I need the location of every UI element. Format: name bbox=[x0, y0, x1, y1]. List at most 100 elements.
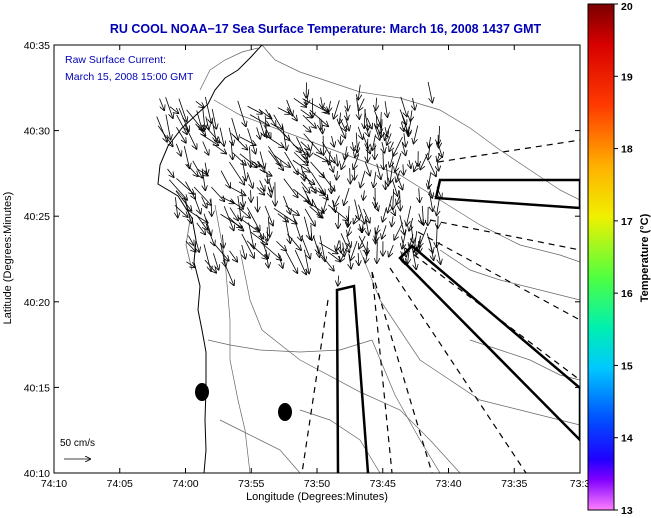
current-arrow bbox=[327, 251, 340, 261]
current-arrow bbox=[156, 116, 167, 142]
current-arrow bbox=[351, 240, 358, 260]
current-arrow bbox=[167, 168, 174, 177]
current-arrow bbox=[282, 132, 301, 153]
current-arrow bbox=[373, 196, 378, 210]
current-arrow bbox=[246, 240, 267, 259]
current-arrow bbox=[304, 199, 324, 213]
x-axis: 74:10 74:05 74:00 73:55 73:50 73:45 73:40 73:35… bbox=[41, 45, 591, 490]
current-arrow bbox=[334, 100, 340, 118]
current-arrow bbox=[340, 233, 349, 252]
current-arrow bbox=[358, 204, 365, 224]
current-arrow bbox=[359, 235, 366, 248]
current-arrow bbox=[277, 213, 288, 222]
current-arrow bbox=[338, 124, 345, 138]
current-arrow bbox=[241, 188, 243, 207]
current-arrow bbox=[354, 215, 358, 224]
current-arrow bbox=[409, 160, 411, 168]
x-tick-label: 73:45 bbox=[370, 478, 396, 490]
current-arrow bbox=[203, 106, 205, 129]
current-arrow bbox=[193, 186, 211, 205]
current-arrow bbox=[393, 189, 394, 209]
current-arrow bbox=[249, 146, 250, 166]
current-arrow bbox=[273, 208, 297, 223]
current-arrow bbox=[309, 109, 328, 126]
current-arrow bbox=[318, 245, 320, 257]
current-arrow bbox=[284, 215, 290, 243]
current-arrow bbox=[206, 116, 209, 130]
current-arrow bbox=[376, 115, 377, 128]
current-arrow bbox=[277, 252, 283, 268]
current-arrow bbox=[273, 154, 290, 167]
current-arrow bbox=[362, 223, 364, 232]
current-arrow bbox=[157, 125, 173, 146]
current-arrow bbox=[323, 195, 329, 212]
colorbar-tick-label: 18 bbox=[621, 144, 633, 156]
colorbar-tick-label: 17 bbox=[621, 216, 633, 228]
current-arrow bbox=[329, 160, 333, 172]
current-arrow bbox=[282, 125, 287, 150]
current-arrow bbox=[410, 110, 412, 121]
current-arrow bbox=[327, 204, 348, 221]
current-arrow bbox=[313, 153, 328, 162]
current-arrow bbox=[366, 117, 372, 128]
x-tick-label: 73:35 bbox=[501, 478, 527, 490]
current-arrow bbox=[346, 117, 350, 130]
current-arrow bbox=[211, 198, 212, 216]
current-arrow bbox=[382, 225, 387, 238]
current-arrow bbox=[292, 144, 308, 154]
current-arrow bbox=[300, 141, 310, 150]
current-arrow bbox=[332, 135, 335, 147]
current-arrow bbox=[273, 114, 282, 129]
current-arrow bbox=[228, 127, 233, 145]
current-arrow bbox=[419, 188, 420, 202]
current-arrow bbox=[175, 143, 181, 156]
current-arrow bbox=[221, 196, 234, 203]
current-arrow bbox=[229, 207, 238, 221]
current-arrow bbox=[302, 114, 316, 128]
current-arrow bbox=[196, 240, 199, 252]
current-arrow bbox=[202, 141, 209, 155]
current-arrow bbox=[232, 152, 246, 165]
current-arrow bbox=[292, 213, 302, 240]
current-arrow bbox=[322, 141, 334, 162]
current-arrow bbox=[336, 240, 339, 250]
current-arrow bbox=[174, 205, 188, 217]
current-arrow bbox=[302, 186, 312, 206]
current-arrow bbox=[393, 136, 403, 156]
current-arrow bbox=[220, 242, 225, 266]
radar-beam-outlines bbox=[335, 178, 580, 473]
current-arrow bbox=[178, 98, 187, 122]
current-arrow bbox=[247, 105, 262, 114]
current-arrow bbox=[267, 136, 283, 147]
current-arrow bbox=[329, 151, 331, 164]
current-arrow bbox=[186, 164, 198, 176]
current-arrow bbox=[365, 250, 368, 263]
current-arrow bbox=[309, 141, 313, 157]
current-arrow bbox=[229, 161, 244, 185]
current-arrow bbox=[358, 84, 360, 100]
current-arrow bbox=[414, 125, 419, 143]
current-arrow bbox=[269, 179, 273, 192]
current-arrow bbox=[259, 180, 265, 190]
current-arrow bbox=[307, 89, 309, 104]
current-arrow bbox=[300, 164, 305, 180]
current-arrow bbox=[363, 190, 364, 199]
current-arrow bbox=[265, 109, 276, 125]
current-arrow bbox=[203, 213, 211, 235]
x-tick-label: 73:3 bbox=[570, 478, 591, 490]
current-arrow bbox=[287, 233, 301, 250]
current-arrow bbox=[246, 207, 259, 230]
current-arrow bbox=[239, 208, 250, 217]
current-arrow bbox=[176, 127, 185, 142]
current-arrow bbox=[400, 96, 407, 116]
current-arrow bbox=[285, 251, 297, 273]
current-arrow bbox=[387, 133, 392, 144]
current-arrow bbox=[383, 151, 384, 169]
current-arrow bbox=[413, 250, 416, 269]
current-arrow bbox=[330, 181, 331, 193]
colorbar-tick-label: 16 bbox=[621, 288, 633, 300]
current-arrow bbox=[363, 208, 370, 223]
current-arrow bbox=[410, 234, 413, 247]
current-arrow bbox=[246, 172, 252, 187]
current-arrow bbox=[389, 244, 394, 256]
